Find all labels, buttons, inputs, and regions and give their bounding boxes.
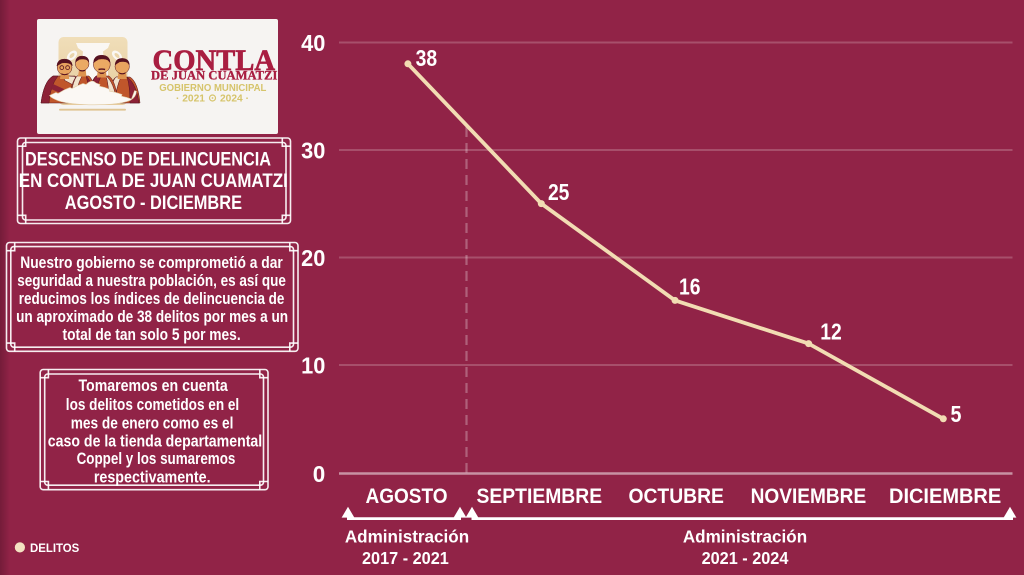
svg-text:reducimos los índices de delin: reducimos los índices de delincuencia de bbox=[19, 289, 285, 308]
svg-text:SEPTIEMBRE: SEPTIEMBRE bbox=[477, 485, 603, 508]
svg-text:30: 30 bbox=[301, 137, 325, 163]
svg-text:DESCENSO DE DELINCUENCIA: DESCENSO DE DELINCUENCIA bbox=[25, 148, 271, 170]
svg-text:Nuestro gobierno se comprometi: Nuestro gobierno se comprometió a dar bbox=[20, 253, 283, 272]
svg-text:DELITOS: DELITOS bbox=[30, 541, 79, 555]
svg-text:2017 - 2021: 2017 - 2021 bbox=[362, 548, 449, 568]
svg-text:12: 12 bbox=[820, 319, 842, 345]
svg-text:NOVIEMBRE: NOVIEMBRE bbox=[751, 485, 867, 508]
svg-text:un aproximado de 38 delitos po: un aproximado de 38 delitos por mes a un bbox=[16, 307, 288, 326]
svg-text:2021 - 2024: 2021 - 2024 bbox=[702, 548, 789, 568]
svg-text:Administración: Administración bbox=[345, 526, 469, 546]
svg-text:AGOSTO - DICIEMBRE: AGOSTO - DICIEMBRE bbox=[65, 192, 242, 214]
svg-text:DICIEMBRE: DICIEMBRE bbox=[889, 485, 1001, 508]
svg-text:caso de la tienda departamenta: caso de la tienda departamental bbox=[48, 433, 262, 451]
svg-text:Coppel y los sumaremos: Coppel y los sumaremos bbox=[77, 450, 236, 468]
svg-text:16: 16 bbox=[679, 274, 701, 300]
svg-text:20: 20 bbox=[301, 245, 325, 271]
svg-text:· 2021: · 2021 bbox=[176, 94, 205, 105]
svg-text:CONTLA: CONTLA bbox=[153, 44, 276, 77]
svg-text:0: 0 bbox=[313, 461, 326, 487]
svg-text:25: 25 bbox=[548, 179, 570, 205]
svg-text:5: 5 bbox=[951, 401, 962, 427]
svg-text:EN CONTLA DE JUAN CUAMATZI: EN CONTLA DE JUAN CUAMATZI bbox=[19, 170, 288, 192]
svg-text:Tomaremos en cuenta: Tomaremos en cuenta bbox=[78, 377, 228, 395]
svg-text:2024 ·: 2024 · bbox=[220, 94, 249, 105]
svg-text:respectivamente.: respectivamente. bbox=[94, 469, 211, 487]
svg-text:DE JUAN CUAMATZI: DE JUAN CUAMATZI bbox=[151, 69, 277, 83]
svg-text:los delitos cometidos en el: los delitos cometidos en el bbox=[66, 396, 239, 414]
svg-text:GOBIERNO MUNICIPAL: GOBIERNO MUNICIPAL bbox=[159, 83, 266, 94]
svg-text:OCTUBRE: OCTUBRE bbox=[628, 485, 724, 508]
svg-text:mes de enero como es el: mes de enero como es el bbox=[71, 414, 234, 432]
svg-text:38: 38 bbox=[416, 45, 438, 71]
svg-text:40: 40 bbox=[301, 30, 325, 56]
svg-text:AGOSTO: AGOSTO bbox=[366, 485, 448, 508]
svg-text:total de tan solo 5 por mes.: total de tan solo 5 por mes. bbox=[63, 325, 241, 344]
svg-text:10: 10 bbox=[301, 352, 325, 378]
svg-text:seguridad a nuestra población,: seguridad a nuestra población, es así qu… bbox=[17, 271, 286, 290]
svg-text:Administración: Administración bbox=[683, 526, 807, 546]
